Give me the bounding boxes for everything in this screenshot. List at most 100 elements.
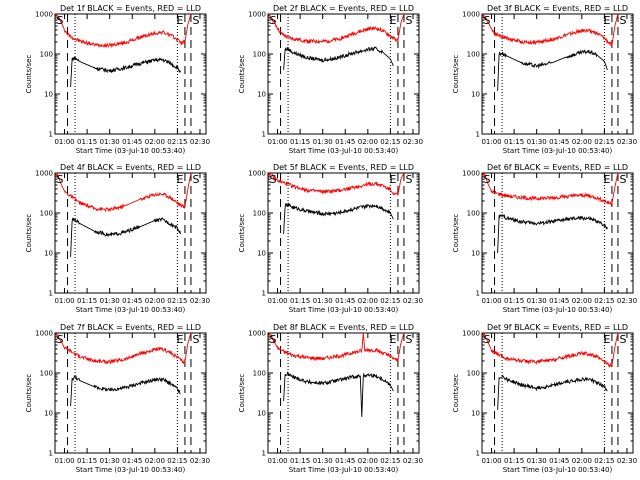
y-tick-label: 1 [476,131,480,139]
x-tick-label: 02:00 [145,138,165,146]
x-tick-label: 01:00 [481,297,501,305]
lld-series-line [268,333,405,363]
start-marker-label: S [57,173,64,186]
y-tick-label: 100 [40,370,53,378]
start-marker-label: S [57,14,64,27]
x-tick-label: 02:30 [403,297,423,305]
y-axis-label: Counts/sec [238,214,246,253]
y-tick-label: 10 [257,91,266,99]
end-marker-label: E [176,14,183,27]
lld-series-line [268,173,405,196]
x-axis-label: Start Time (03-Jul-10 00:53:40) [289,147,399,155]
x-tick-label: 01:45 [335,297,355,305]
x-tick-label: 01:45 [549,457,569,465]
x-tick-label: 02:15 [594,457,614,465]
panel-title: Det 3f BLACK = Events, RED = LLD [487,4,628,13]
y-tick-label: 10 [471,410,480,418]
y-axis-label: Counts/sec [25,374,33,413]
x-tick-label: 01:30 [313,457,333,465]
plot-frame [267,13,420,135]
panel-det-8: Det 8f BLACK = Events, RED = LLD 1 10 100 10… [238,323,423,474]
plot-frame [267,332,420,454]
x-tick-label: 02:30 [190,138,210,146]
x-tick-label: 01:45 [122,138,142,146]
x-axis-label: Start Time (03-Jul-10 00:53:40) [289,466,399,474]
x-tick-label: 02:00 [145,297,165,305]
x-tick-label: 02:15 [167,457,187,465]
x-axis-label: Start Time (03-Jul-10 00:53:40) [76,466,186,474]
x-tick-label: 02:30 [617,457,637,465]
x-tick-label: 01:15 [77,297,97,305]
y-tick-label: 100 [253,370,266,378]
x-tick-label: 01:45 [335,138,355,146]
x-tick-label: 02:15 [594,297,614,305]
y-tick-label: 1 [49,131,53,139]
panel-det-9: Det 9f BLACK = Events, RED = LLD 1 10 100 10… [452,323,637,474]
y-tick-label: 1 [262,131,266,139]
x-tick-label: 01:15 [290,297,310,305]
x-tick-label: 01:15 [504,138,524,146]
lld-series-line [55,14,192,49]
y-tick-label: 10 [257,250,266,258]
lld-series-line [482,14,619,46]
y-tick-label: 1 [476,290,480,298]
y-axis-label: Counts/sec [452,55,460,94]
events-series-line [70,374,181,407]
x-tick-label: 02:30 [617,138,637,146]
x-tick-label: 01:00 [54,297,74,305]
y-tick-label: 100 [253,51,266,59]
lld-series-line [55,333,192,365]
x-tick-label: 01:30 [527,138,547,146]
y-tick-label: 1 [476,450,480,458]
x-tick-label: 01:30 [100,457,120,465]
lld-series-line [55,173,192,213]
x-axis-label: Start Time (03-Jul-10 00:53:40) [503,466,613,474]
panel-title: Det 5f BLACK = Events, RED = LLD [273,163,414,172]
x-tick-label: 01:00 [267,138,287,146]
panel-title: Det 7f BLACK = Events, RED = LLD [60,323,201,332]
x-tick-label: 01:15 [290,457,310,465]
start-marker-label: S [270,333,277,346]
panel-title: Det 9f BLACK = Events, RED = LLD [487,323,628,332]
y-tick-label: 10 [44,410,53,418]
restart-marker-label: S [619,173,626,186]
x-tick-label: 02:00 [572,138,592,146]
x-tick-label: 02:15 [594,138,614,146]
y-axis-label: Counts/sec [25,55,33,94]
x-tick-label: 01:30 [527,457,547,465]
x-tick-label: 01:00 [54,138,74,146]
restart-marker-label: S [619,333,626,346]
start-marker-label: S [57,333,64,346]
x-tick-label: 02:30 [403,457,423,465]
plot-frame [267,172,420,294]
x-tick-label: 01:15 [77,457,97,465]
x-tick-label: 01:45 [335,457,355,465]
x-axis-label: Start Time (03-Jul-10 00:53:40) [76,147,186,155]
start-marker-label: S [484,333,491,346]
x-tick-label: 02:15 [380,138,400,146]
x-tick-label: 02:15 [167,138,187,146]
y-tick-label: 100 [467,51,480,59]
y-tick-label: 10 [471,250,480,258]
y-tick-label: 100 [40,51,53,59]
x-tick-label: 02:30 [190,457,210,465]
x-tick-label: 02:00 [572,297,592,305]
events-series-line [497,374,608,410]
restart-marker-label: S [192,14,199,27]
events-series-line [283,202,394,234]
panel-det-6: Det 6f BLACK = Events, RED = LLD 1 10 100 10… [452,163,637,314]
x-tick-label: 01:00 [267,457,287,465]
x-tick-label: 01:45 [549,138,569,146]
panel-title: Det 1f BLACK = Events, RED = LLD [60,4,201,13]
restart-marker-label: S [192,173,199,186]
events-series-line [283,46,394,70]
x-tick-label: 01:15 [290,138,310,146]
x-tick-label: 01:15 [504,297,524,305]
panel-title: Det 8f BLACK = Events, RED = LLD [273,323,414,332]
panel-title: Det 2f BLACK = Events, RED = LLD [273,4,414,13]
end-marker-label: E [389,173,396,186]
plot-frame [54,332,207,454]
panel-det-4: Det 4f BLACK = Events, RED = LLD 1 10 100 10… [25,163,210,314]
plot-frame [481,13,634,135]
x-axis-label: Start Time (03-Jul-10 00:53:40) [289,306,399,314]
